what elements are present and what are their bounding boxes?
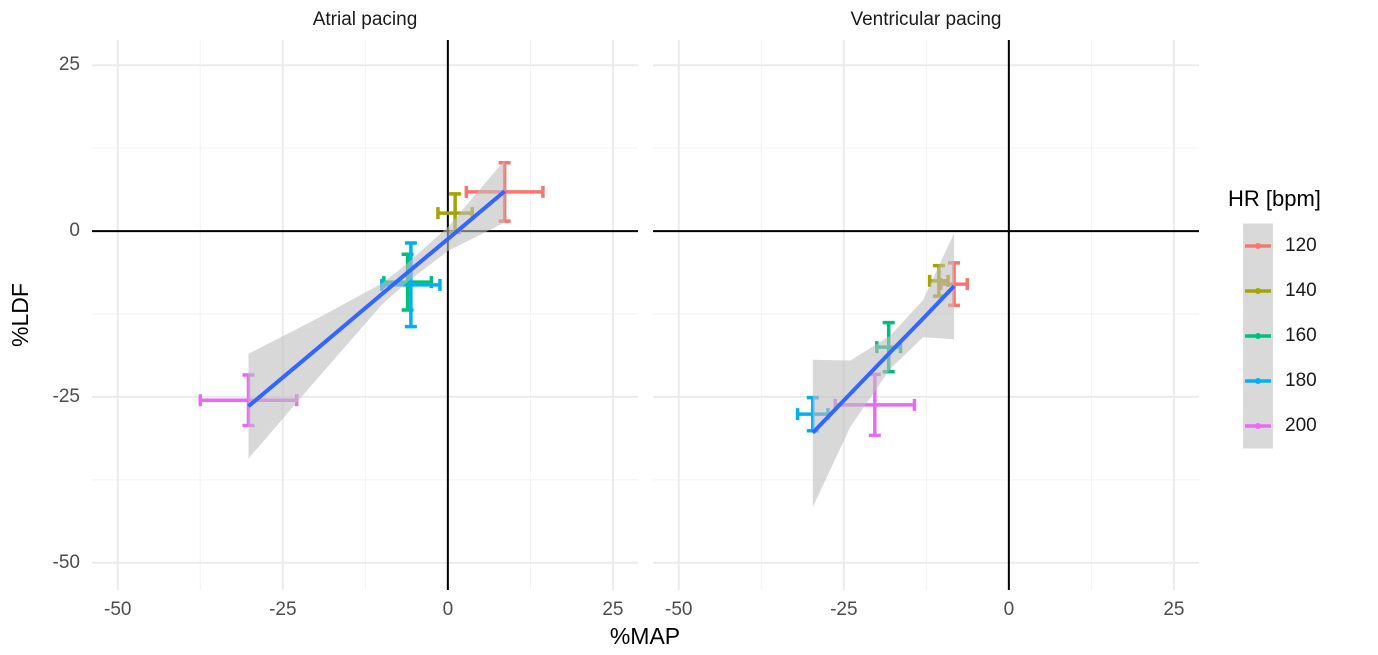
x-tick-label: 0 — [1004, 599, 1015, 620]
legend-key-dot — [1255, 243, 1261, 249]
x-tick-label: -50 — [665, 599, 692, 620]
y-axis-label: %LDF — [7, 283, 33, 347]
legend-label: 120 — [1285, 235, 1317, 256]
x-tick-label: 25 — [1163, 599, 1184, 620]
legend-key-dot — [1255, 288, 1261, 294]
legend-key-dot — [1255, 423, 1261, 429]
legend-key-dot — [1255, 378, 1261, 384]
y-tick-label: -50 — [53, 552, 80, 573]
facet-title: Atrial pacing — [313, 9, 418, 30]
x-axis-label: %MAP — [610, 623, 680, 649]
x-tick-label: 0 — [443, 599, 454, 620]
fit-line — [811, 284, 956, 435]
facet-title: Ventricular pacing — [850, 9, 1001, 30]
legend-label: 160 — [1285, 325, 1317, 346]
x-tick-label: 25 — [602, 599, 623, 620]
legend-label: 200 — [1285, 415, 1317, 436]
y-tick-label: -25 — [53, 386, 80, 407]
y-error-bar — [404, 241, 417, 329]
x-tick-label: -25 — [830, 599, 857, 620]
fit-line — [247, 189, 506, 408]
legend-label: 140 — [1285, 280, 1317, 301]
legend-label: 180 — [1285, 370, 1317, 391]
y-tick-label: 0 — [69, 220, 80, 241]
legend-key-dot — [1255, 333, 1261, 339]
confidence-band — [248, 160, 505, 459]
y-tick-label: 25 — [59, 54, 80, 75]
x-tick-label: -25 — [269, 599, 296, 620]
x-tick-label: -50 — [104, 599, 131, 620]
confidence-band — [812, 233, 955, 508]
legend-title: HR [bpm] — [1228, 186, 1321, 211]
